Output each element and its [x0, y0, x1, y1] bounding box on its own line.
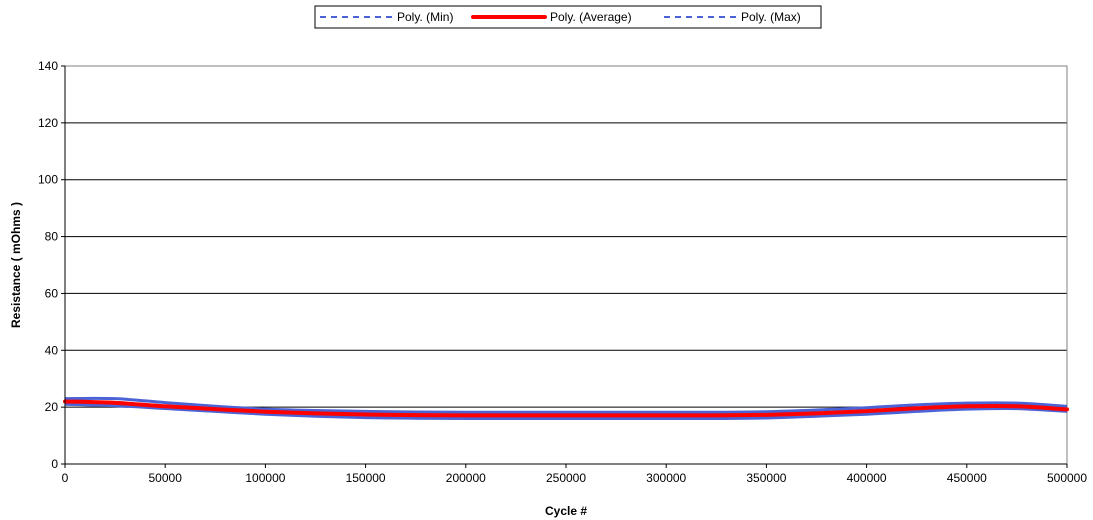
legend: Poly. (Min) Poly. (Average) Poly. (Max): [314, 5, 822, 29]
x-tick-label: 250000: [546, 471, 586, 485]
y-tick-label: 120: [38, 116, 58, 130]
x-axis-title: Cycle #: [545, 504, 587, 518]
x-tick-label: 300000: [646, 471, 686, 485]
tick-labels: 0 20 40 60 80 100 120 140 0 50000 100000 150000 2000…: [38, 59, 1087, 485]
axes: [61, 65, 1068, 468]
x-tick-label: 0: [62, 471, 69, 485]
series-min-line: [64, 403, 1068, 420]
x-tick-label: 100000: [245, 471, 285, 485]
legend-label-max: Poly. (Max): [741, 10, 801, 24]
x-tick-label: 150000: [346, 471, 386, 485]
y-tick-label: 140: [38, 59, 58, 73]
x-tick-label: 400000: [847, 471, 887, 485]
y-tick-label: 40: [45, 343, 59, 357]
x-tick-label: 50000: [149, 471, 183, 485]
legend-box: [314, 5, 822, 29]
x-tick-label: 500000: [1047, 471, 1087, 485]
y-axis-title: Resistance ( mOhms ): [9, 202, 23, 328]
gridlines: [65, 65, 1067, 408]
series-layer: [63, 396, 1069, 421]
x-tick-label: 200000: [446, 471, 486, 485]
x-tick-label: 450000: [947, 471, 987, 485]
y-tick-label: 20: [45, 400, 59, 414]
y-tick-label: 100: [38, 173, 58, 187]
y-tick-label: 0: [51, 457, 58, 471]
series-max-line: [64, 397, 1068, 414]
y-tick-label: 60: [45, 286, 59, 300]
series-average-line: [63, 399, 1069, 418]
y-tick-label: 80: [45, 230, 59, 244]
legend-label-average: Poly. (Average): [550, 10, 632, 24]
x-tick-label: 350000: [746, 471, 786, 485]
legend-label-min: Poly. (Min): [397, 10, 453, 24]
